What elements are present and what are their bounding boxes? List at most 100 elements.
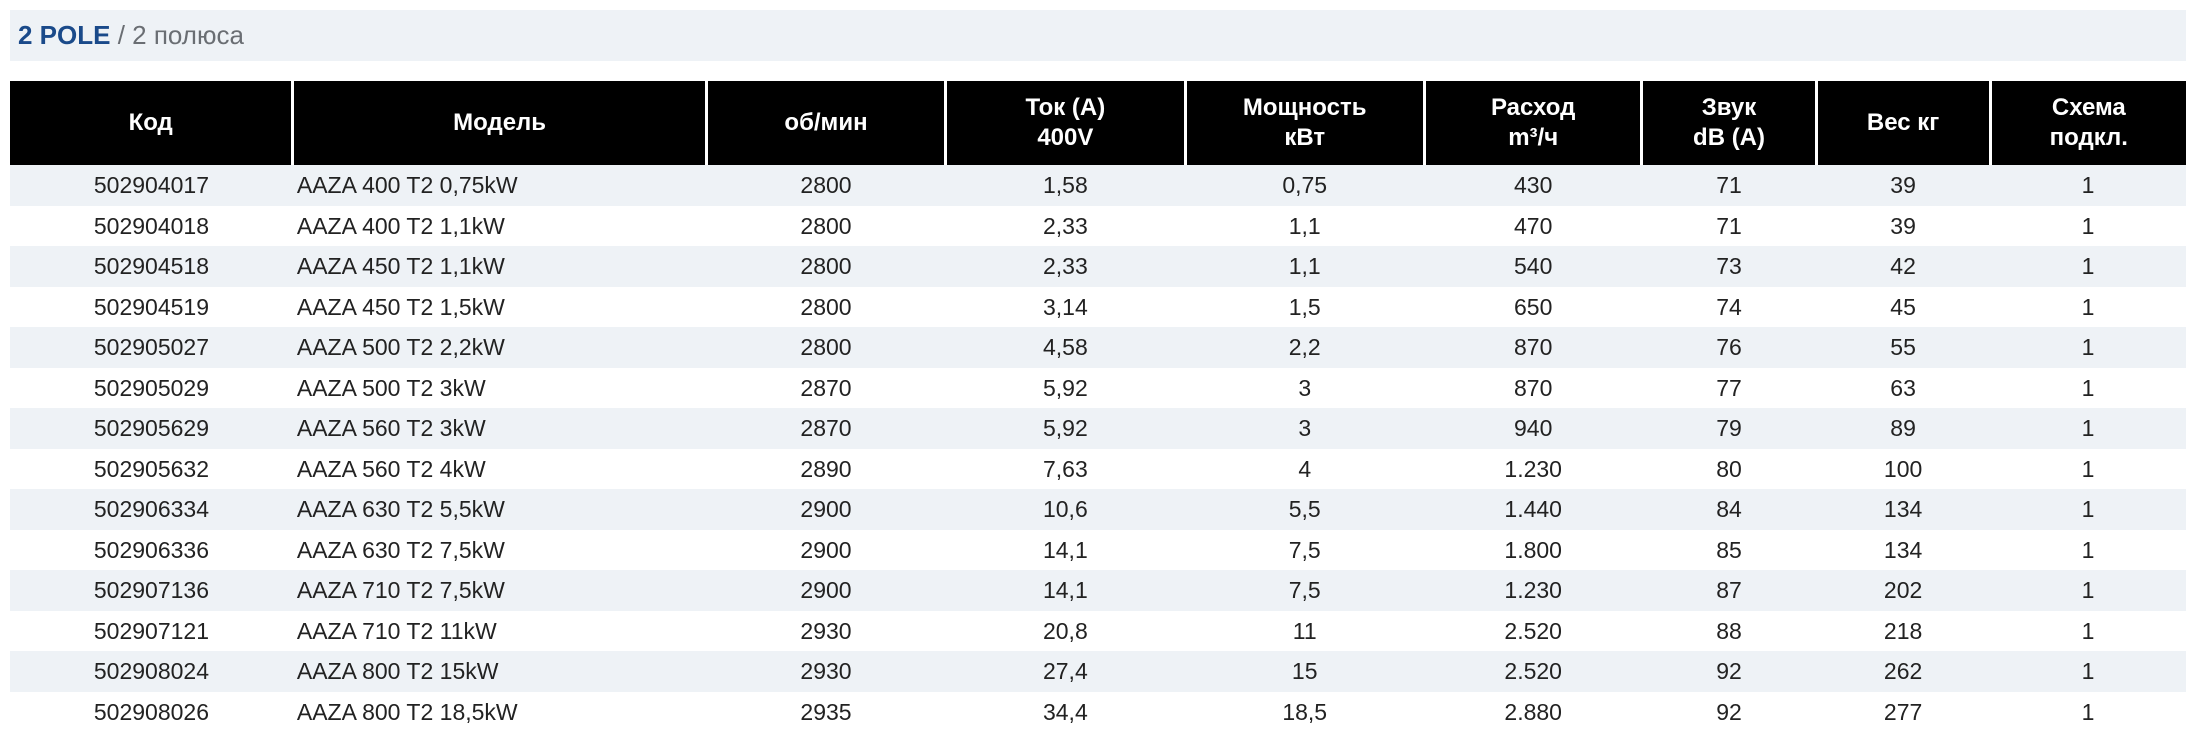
cell: 940 [1424,408,1642,449]
cell: 1,1 [1185,206,1424,247]
cell: 218 [1816,611,1990,652]
cell: 34,4 [946,692,1185,733]
cell: AAZA 500 T2 2,2kW [293,327,706,368]
cell: 1,5 [1185,287,1424,328]
cell: 2.520 [1424,651,1642,692]
cell: AAZA 630 T2 5,5kW [293,489,706,530]
col-header-0: Код [10,81,293,165]
cell: 2,33 [946,206,1185,247]
cell: 92 [1642,692,1816,733]
cell: 502908024 [10,651,293,692]
table-row: 502906334AAZA 630 T2 5,5kW290010,65,51.4… [10,489,2186,530]
cell: 262 [1816,651,1990,692]
col-header-4: МощностькВт [1185,81,1424,165]
cell: 650 [1424,287,1642,328]
cell: 870 [1424,368,1642,409]
cell: 39 [1816,165,1990,206]
table-row: 502908024AAZA 800 T2 15kW293027,4152.520… [10,651,2186,692]
cell: AAZA 710 T2 7,5kW [293,570,706,611]
cell: AAZA 800 T2 18,5kW [293,692,706,733]
cell: 2870 [706,408,945,449]
cell: 79 [1642,408,1816,449]
table-row: 502905027AAZA 500 T2 2,2kW28004,582,2870… [10,327,2186,368]
cell: 5,5 [1185,489,1424,530]
cell: AAZA 630 T2 7,5kW [293,530,706,571]
cell: 470 [1424,206,1642,247]
cell: AAZA 450 T2 1,5kW [293,287,706,328]
table-row: 502904018AAZA 400 T2 1,1kW28002,331,1470… [10,206,2186,247]
cell: 84 [1642,489,1816,530]
cell: 14,1 [946,570,1185,611]
table-row: 502904519AAZA 450 T2 1,5kW28003,141,5650… [10,287,2186,328]
cell: 502906336 [10,530,293,571]
col-header-2: об/мин [706,81,945,165]
col-header-3: Ток (A)400V [946,81,1185,165]
cell: 502904017 [10,165,293,206]
cell: 20,8 [946,611,1185,652]
cell: 77 [1642,368,1816,409]
cell: 1,58 [946,165,1185,206]
cell: 2.880 [1424,692,1642,733]
cell: AAZA 560 T2 4kW [293,449,706,490]
cell: 134 [1816,530,1990,571]
cell: 55 [1816,327,1990,368]
cell: 5,92 [946,408,1185,449]
title-sep: / [110,20,132,50]
cell: 502905029 [10,368,293,409]
table-row: 502904518AAZA 450 T2 1,1kW28002,331,1540… [10,246,2186,287]
cell: 202 [1816,570,1990,611]
cell: 2935 [706,692,945,733]
cell: 502904519 [10,287,293,328]
cell: 27,4 [946,651,1185,692]
cell: 540 [1424,246,1642,287]
cell: 88 [1642,611,1816,652]
cell: AAZA 400 T2 0,75kW [293,165,706,206]
table-row: 502905632AAZA 560 T2 4kW28907,6341.23080… [10,449,2186,490]
table-row: 502907121AAZA 710 T2 11kW293020,8112.520… [10,611,2186,652]
cell: 76 [1642,327,1816,368]
cell: 502905629 [10,408,293,449]
cell: 7,5 [1185,570,1424,611]
cell: 85 [1642,530,1816,571]
cell: 502905632 [10,449,293,490]
cell: 1 [1990,287,2186,328]
cell: AAZA 800 T2 15kW [293,651,706,692]
cell: AAZA 560 T2 3kW [293,408,706,449]
cell: 2900 [706,570,945,611]
cell: 502905027 [10,327,293,368]
cell: 1 [1990,651,2186,692]
cell: 2,33 [946,246,1185,287]
cell: 2800 [706,165,945,206]
table-row: 502904017AAZA 400 T2 0,75kW28001,580,754… [10,165,2186,206]
cell: AAZA 500 T2 3kW [293,368,706,409]
cell: 1 [1990,165,2186,206]
cell: 1.230 [1424,570,1642,611]
title-light: 2 полюса [132,20,244,50]
cell: 0,75 [1185,165,1424,206]
cell: 5,92 [946,368,1185,409]
cell: 71 [1642,206,1816,247]
cell: 14,1 [946,530,1185,571]
table-row: 502908026AAZA 800 T2 18,5kW293534,418,52… [10,692,2186,733]
cell: 3 [1185,408,1424,449]
section-title: 2 POLE / 2 полюса [10,10,2186,61]
table-row: 502907136AAZA 710 T2 7,5kW290014,17,51.2… [10,570,2186,611]
table-body: 502904017AAZA 400 T2 0,75kW28001,580,754… [10,165,2186,732]
cell: 74 [1642,287,1816,328]
cell: 10,6 [946,489,1185,530]
cell: 2.520 [1424,611,1642,652]
cell: 2900 [706,530,945,571]
cell: 1.800 [1424,530,1642,571]
cell: 1.230 [1424,449,1642,490]
cell: 2,2 [1185,327,1424,368]
cell: 73 [1642,246,1816,287]
cell: 502908026 [10,692,293,733]
cell: 2800 [706,287,945,328]
cell: 3,14 [946,287,1185,328]
cell: 3 [1185,368,1424,409]
cell: 7,5 [1185,530,1424,571]
cell: 502906334 [10,489,293,530]
cell: 7,63 [946,449,1185,490]
cell: 1 [1990,246,2186,287]
cell: 2800 [706,206,945,247]
